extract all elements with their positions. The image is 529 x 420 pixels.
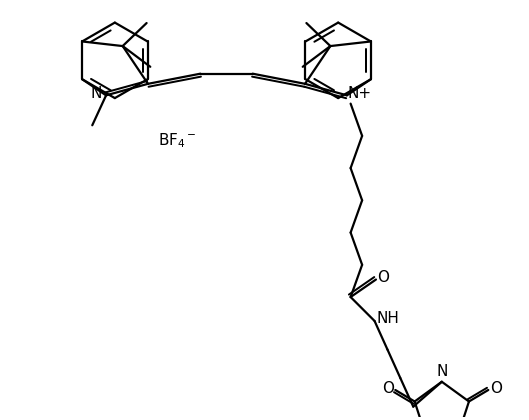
Text: NH: NH	[377, 311, 400, 326]
Text: O: O	[377, 270, 389, 285]
Text: O: O	[382, 381, 394, 396]
Text: N+: N+	[348, 86, 372, 100]
Text: N: N	[90, 86, 102, 100]
Text: N: N	[436, 364, 448, 379]
Text: O: O	[490, 381, 501, 396]
Text: BF$_4$$^-$: BF$_4$$^-$	[158, 131, 196, 150]
